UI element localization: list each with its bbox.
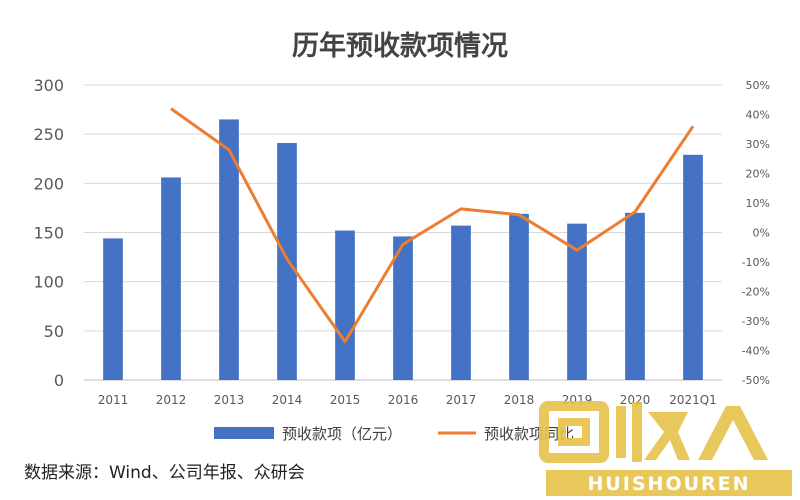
bar bbox=[393, 236, 413, 380]
bar bbox=[103, 238, 123, 380]
source-note: 数据来源：Wind、公司年报、众研会 bbox=[24, 463, 305, 483]
x-tick-label: 2017 bbox=[446, 393, 477, 407]
x-tick-label: 2012 bbox=[156, 393, 187, 407]
y-right-tick-label: -40% bbox=[742, 345, 770, 358]
bar bbox=[625, 212, 645, 380]
x-tick-label: 2011 bbox=[98, 393, 129, 407]
y-right-tick-label: -30% bbox=[742, 315, 770, 328]
legend-label-bar: 预收款项（亿元） bbox=[282, 425, 402, 443]
bar bbox=[219, 119, 239, 381]
x-tick-label: 2015 bbox=[330, 393, 361, 407]
x-tick-label: 2014 bbox=[272, 393, 303, 407]
y-left-tick-label: 100 bbox=[33, 273, 64, 292]
x-tick-label: 2016 bbox=[388, 393, 419, 407]
y-left-tick-label: 300 bbox=[33, 76, 64, 95]
y-right-tick-label: 50% bbox=[746, 79, 770, 92]
x-tick-label: 2020 bbox=[620, 393, 651, 407]
x-tick-label: 2018 bbox=[504, 393, 535, 407]
y-right-tick-label: -50% bbox=[742, 374, 770, 387]
y-right-tick-label: -10% bbox=[742, 256, 770, 269]
x-tick-label: 2021Q1 bbox=[669, 393, 717, 407]
legend-label-line: 预收款项同比 bbox=[484, 425, 574, 443]
y-left-tick-label: 200 bbox=[33, 174, 64, 193]
y-right-tick-label: 40% bbox=[746, 109, 770, 122]
watermark-logo: HUISHOUREN bbox=[539, 401, 792, 496]
chart-title: 历年预收款项情况 bbox=[292, 31, 508, 62]
y-left-tick-label: 50 bbox=[44, 322, 64, 341]
y-right-tick-label: 10% bbox=[746, 197, 770, 210]
legend-swatch-bar bbox=[214, 427, 274, 439]
bar bbox=[451, 225, 471, 380]
bar bbox=[335, 230, 355, 380]
y-left-tick-label: 250 bbox=[33, 125, 64, 144]
y-left-tick-label: 150 bbox=[33, 224, 64, 243]
y-right-tick-label: 30% bbox=[746, 138, 770, 151]
bar bbox=[509, 213, 529, 380]
y-right-tick-label: 20% bbox=[746, 168, 770, 181]
bar bbox=[161, 177, 181, 380]
y-right-tick-label: 0% bbox=[753, 227, 770, 240]
x-tick-label: 2013 bbox=[214, 393, 245, 407]
y-right-tick-label: -20% bbox=[742, 286, 770, 299]
bar bbox=[683, 154, 703, 380]
series-line-yoy bbox=[170, 107, 695, 344]
bar bbox=[567, 223, 587, 380]
svg-text:HUISHOUREN: HUISHOUREN bbox=[587, 473, 750, 495]
y-left-tick-label: 0 bbox=[54, 371, 64, 390]
